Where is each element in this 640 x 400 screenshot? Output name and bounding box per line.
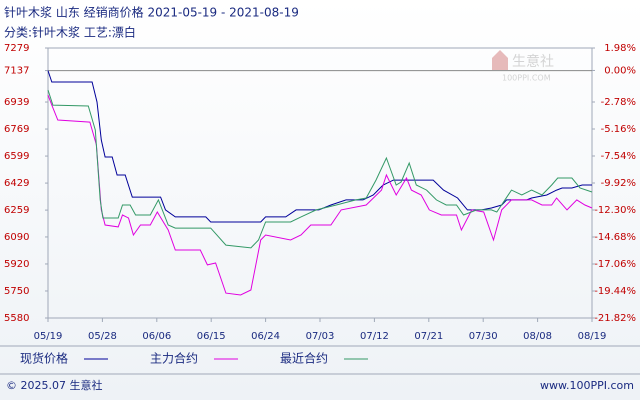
- legend-label: 主力合约: [150, 351, 198, 366]
- watermark: 生意社 100PPI.COM: [492, 50, 554, 83]
- x-tick-label: 07/21: [414, 331, 443, 342]
- legend-label: 最近合约: [280, 351, 328, 366]
- y-tick-label: 6769: [4, 124, 29, 135]
- y-tick-label: 6939: [4, 97, 29, 108]
- x-tick-label: 05/28: [88, 331, 117, 342]
- series-line: [47, 89, 593, 249]
- x-tick-label: 05/19: [34, 331, 63, 342]
- x-tick-label: 07/30: [469, 331, 498, 342]
- y-tick-label: 5580: [4, 313, 29, 324]
- chart-subtitle: 分类:针叶木浆 工艺:漂白: [4, 25, 136, 40]
- watermark-text: 生意社: [512, 53, 554, 70]
- y-tick-label: 5750: [4, 286, 29, 297]
- x-tick-label: 06/15: [197, 331, 226, 342]
- y2-tick-label: -9.92%: [601, 178, 636, 189]
- watermark-text: 100PPI.COM: [502, 74, 551, 83]
- y2-tick-label: 0.00%: [604, 65, 636, 76]
- legend-label: 现货价格: [20, 351, 68, 366]
- x-tick-label: 07/12: [360, 331, 389, 342]
- watermark-logo: [492, 50, 508, 70]
- x-tick-label: 08/19: [578, 331, 607, 342]
- footer-left: © 2025.07 生意社: [6, 378, 102, 392]
- x-tick-label: 08/08: [523, 331, 552, 342]
- y2-tick-label: -2.78%: [601, 97, 636, 108]
- chart-title: 针叶木浆 山东 经销商价格 2021-05-19 - 2021-08-19: [4, 5, 299, 20]
- y2-tick-label: -14.68%: [594, 232, 636, 243]
- y-tick-label: 6090: [4, 232, 29, 243]
- y-tick-label: 7279: [4, 43, 29, 54]
- y2-tick-label: 1.98%: [604, 43, 636, 54]
- x-tick-label: 06/06: [142, 331, 171, 342]
- y2-tick-label: -7.54%: [601, 151, 636, 162]
- y-tick-label: 7137: [4, 66, 29, 77]
- x-tick-label: 07/03: [306, 331, 335, 342]
- plot-frame: [47, 47, 593, 319]
- footer-right: www.100PPI.com: [540, 379, 634, 392]
- y2-tick-label: -5.16%: [601, 124, 636, 135]
- y-tick-label: 6599: [4, 151, 29, 162]
- series-line: [47, 94, 593, 296]
- y-tick-label: 6429: [4, 178, 29, 189]
- y-tick-label: 5920: [4, 259, 29, 270]
- y2-tick-label: -12.30%: [594, 205, 636, 216]
- y2-tick-label: -17.06%: [594, 259, 636, 270]
- y2-tick-label: -19.44%: [594, 286, 636, 297]
- y-tick-label: 6259: [4, 205, 29, 216]
- x-tick-label: 06/24: [251, 331, 280, 342]
- y2-tick-label: -21.82%: [594, 313, 636, 324]
- series-line: [47, 70, 592, 223]
